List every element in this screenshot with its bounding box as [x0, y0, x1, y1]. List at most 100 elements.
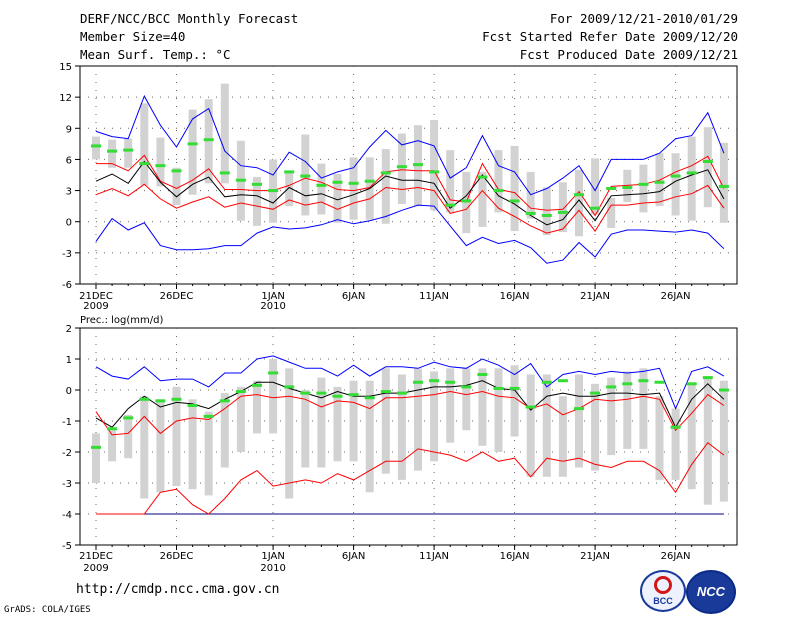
chart1-box [285, 171, 294, 207]
chart1-box [156, 137, 165, 187]
chart2-ytick-label: -2 [62, 448, 72, 459]
chart2-mean-marker [332, 394, 343, 398]
chart2-ytick-label: -4 [62, 510, 72, 521]
chart2-title: Prec.: log(mm/d) [80, 315, 163, 326]
chart1-ytick-label: 15 [59, 62, 72, 73]
grads-credit: GrADS: COLA/IGES [4, 605, 91, 615]
chart1-box [397, 133, 406, 205]
chart1-box [639, 164, 648, 213]
ncc-logo-text: NCC [696, 584, 726, 599]
chart2-mean-marker [590, 391, 601, 395]
chart1-ytick-label: 0 [66, 218, 72, 229]
chart1-box [462, 171, 471, 234]
produced-date: Fcst Produced Date 2009/12/21 [519, 47, 738, 62]
chart2-mean-marker [718, 388, 729, 392]
chart1-mean-marker [429, 170, 440, 174]
chart1-box [510, 145, 519, 232]
chart1-mean-marker [413, 163, 423, 167]
chart2-box [92, 433, 100, 483]
chart2-box [719, 380, 728, 502]
chart2-box [124, 414, 133, 459]
chart1-box [542, 187, 551, 236]
member-size: Member Size=40 [80, 29, 186, 44]
chart1-xtick-label: 1JAN [261, 291, 284, 302]
chart2-mean-marker [187, 404, 198, 407]
chart2-mean-marker [364, 396, 375, 400]
chart1-box [204, 99, 213, 184]
chart2-ytick-label: 2 [66, 324, 72, 335]
forecast-period: For 2009/12/21-2010/01/29 [549, 11, 738, 26]
chart2-mean-marker [686, 382, 697, 386]
chart1-ytick-label: 6 [66, 155, 72, 166]
chart2-mean-marker [702, 376, 713, 380]
chart1-mean-marker [348, 181, 359, 185]
chart1-mean-marker [187, 142, 198, 146]
chart1-mean-marker [445, 203, 456, 207]
chart1-mean-marker [557, 210, 568, 214]
chart1-mean-marker [268, 189, 279, 193]
chart1-ytick-label: -6 [62, 280, 72, 291]
chart1-ytick-label: 3 [66, 187, 72, 198]
chart1-xtick-label: 11JAN [419, 291, 449, 302]
chart1-mean-marker [461, 199, 472, 203]
chart1-mean-marker [718, 184, 729, 188]
chart1-box [317, 163, 326, 215]
chart1-box [478, 171, 487, 227]
chart1-mean-marker [139, 162, 150, 166]
chart2-xtick-year: 2009 [83, 563, 108, 574]
chart1-xtick-label: 26JAN [661, 291, 691, 302]
chart1-xtick-year: 2010 [260, 301, 285, 312]
chart1-mean-marker [702, 160, 713, 164]
chart2-ytick-label: -5 [62, 541, 72, 552]
chart2-xtick-label: 26DEC [160, 551, 194, 562]
chart2-box [446, 368, 455, 443]
chart1-xtick-year: 2009 [83, 301, 108, 312]
chart1-box [172, 167, 181, 206]
chart2-box [703, 377, 712, 505]
chart2-box [687, 383, 696, 490]
chart1-mean-marker [670, 174, 681, 178]
chart2-box [220, 393, 229, 468]
chart2-lower-line [95, 390, 725, 436]
chart1-box [575, 169, 583, 237]
chart1-box [430, 119, 439, 211]
source-url[interactable]: http://cmdp.ncc.cma.gov.cn [76, 582, 280, 597]
chart1-box [349, 157, 358, 220]
chart2-box [414, 368, 422, 471]
chart1-mean-marker [91, 144, 101, 148]
chart2-mean-marker [284, 385, 295, 389]
chart1-mean-marker [590, 206, 601, 210]
chart2-box [349, 380, 358, 462]
chart1-box [92, 136, 100, 160]
chart1-mean-marker [107, 149, 118, 153]
chart2-mean-marker [268, 371, 279, 375]
bcc-logo-text: BCC [653, 596, 673, 606]
chart2-box [575, 374, 583, 468]
chart1-mean-marker [332, 180, 343, 184]
chart2-box [253, 380, 261, 434]
chart2-box [269, 359, 278, 434]
chart1-mean-marker [525, 211, 536, 215]
chart1-box [687, 136, 696, 221]
chart1-box [188, 109, 197, 195]
chart2-mean-marker [219, 399, 230, 403]
chart2-mean-marker [638, 379, 649, 383]
chart1-mean-marker [300, 174, 311, 178]
chart1-mean-marker [252, 182, 262, 186]
chart2-xtick-label: 6JAN [342, 551, 365, 562]
chart2-mean-marker [493, 386, 504, 390]
chart2-ytick-label: 1 [66, 355, 72, 366]
chart2-box [655, 396, 664, 480]
chart1-box [607, 197, 616, 228]
chart2-box [494, 368, 503, 452]
chart2-mean-marker [445, 380, 456, 384]
chart1-mean-line [95, 160, 725, 226]
chart2-mean-marker [155, 399, 166, 403]
started-date: Fcst Started Refer Date 2009/12/20 [482, 29, 738, 44]
chart2-upper-line [95, 380, 725, 429]
chart2-box [542, 374, 551, 477]
chart2-box [156, 399, 165, 493]
chart2-box [607, 377, 616, 456]
chart2-box [397, 374, 406, 480]
